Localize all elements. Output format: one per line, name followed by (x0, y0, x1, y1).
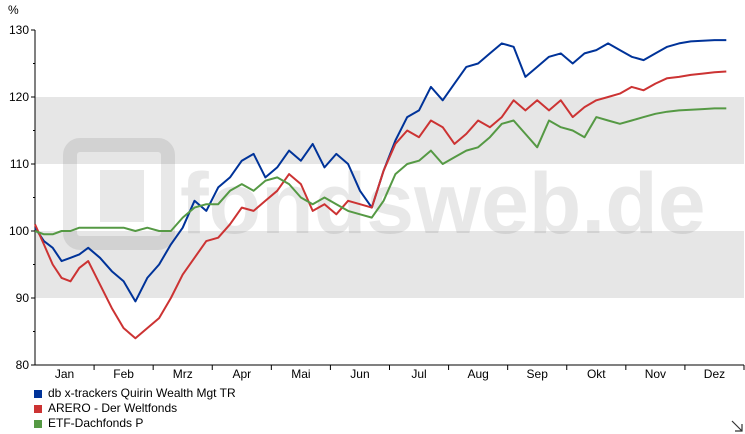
series-lines (34, 39, 727, 340)
legend-label-1: db x-trackers Quirin Wealth Mgt TR (48, 386, 236, 400)
series-line-2 (34, 70, 727, 340)
band-90 (35, 231, 744, 298)
y-tick-label-80: 80 (16, 358, 30, 372)
watermark-logo: fondsweb.de (63, 138, 706, 252)
x-tick-label-Apr: Apr (232, 367, 251, 381)
x-tick-label-Aug: Aug (467, 367, 488, 381)
resize-corner-icon[interactable] (731, 420, 743, 432)
legend-item-3: ETF-Dachfonds P (34, 416, 236, 431)
x-tick-label-Dez: Dez (704, 367, 725, 381)
y-tick-label-90: 90 (16, 291, 30, 305)
x-tick-label-Okt: Okt (587, 367, 606, 381)
series-line-3 (34, 107, 727, 236)
x-axis: Jan Feb Mrz Apr Mai Jun Jul Aug Sep Okt Nov Dez (55, 365, 745, 381)
band-110 (35, 97, 744, 164)
x-tick-label-Jun: Jun (350, 367, 369, 381)
legend: db x-trackers Quirin Wealth Mgt TR ARERO… (34, 386, 236, 431)
legend-swatch-3 (34, 419, 42, 428)
x-tick-label-Mai: Mai (291, 367, 310, 381)
legend-item-1: db x-trackers Quirin Wealth Mgt TR (34, 386, 236, 401)
x-tick-label-Mrz: Mrz (173, 367, 193, 381)
y-axis-unit: % (8, 3, 19, 17)
x-tick-label-Feb: Feb (113, 367, 134, 381)
x-tick-label-Jul: Jul (411, 367, 426, 381)
y-axis: 80 90 100 110 120 130% (8, 3, 35, 372)
x-tick-label-Nov: Nov (645, 367, 666, 381)
x-tick-label-Sep: Sep (527, 367, 549, 381)
y-tick-label-110: 110 (10, 157, 29, 171)
x-tick-label-Jan: Jan (55, 367, 74, 381)
y-tick-label-100: 100 (9, 224, 29, 238)
legend-label-3: ETF-Dachfonds P (48, 416, 144, 430)
y-tick-label-130: 130 (9, 23, 29, 37)
y-tick-label-120: 120 (9, 90, 29, 104)
legend-swatch-1 (34, 389, 42, 398)
svg-text:fondsweb.de: fondsweb.de (180, 156, 706, 252)
legend-label-2: ARERO - Der Weltfonds (48, 401, 178, 415)
legend-item-2: ARERO - Der Weltfonds (34, 401, 236, 416)
legend-swatch-2 (34, 404, 42, 413)
background-bands (35, 97, 744, 298)
